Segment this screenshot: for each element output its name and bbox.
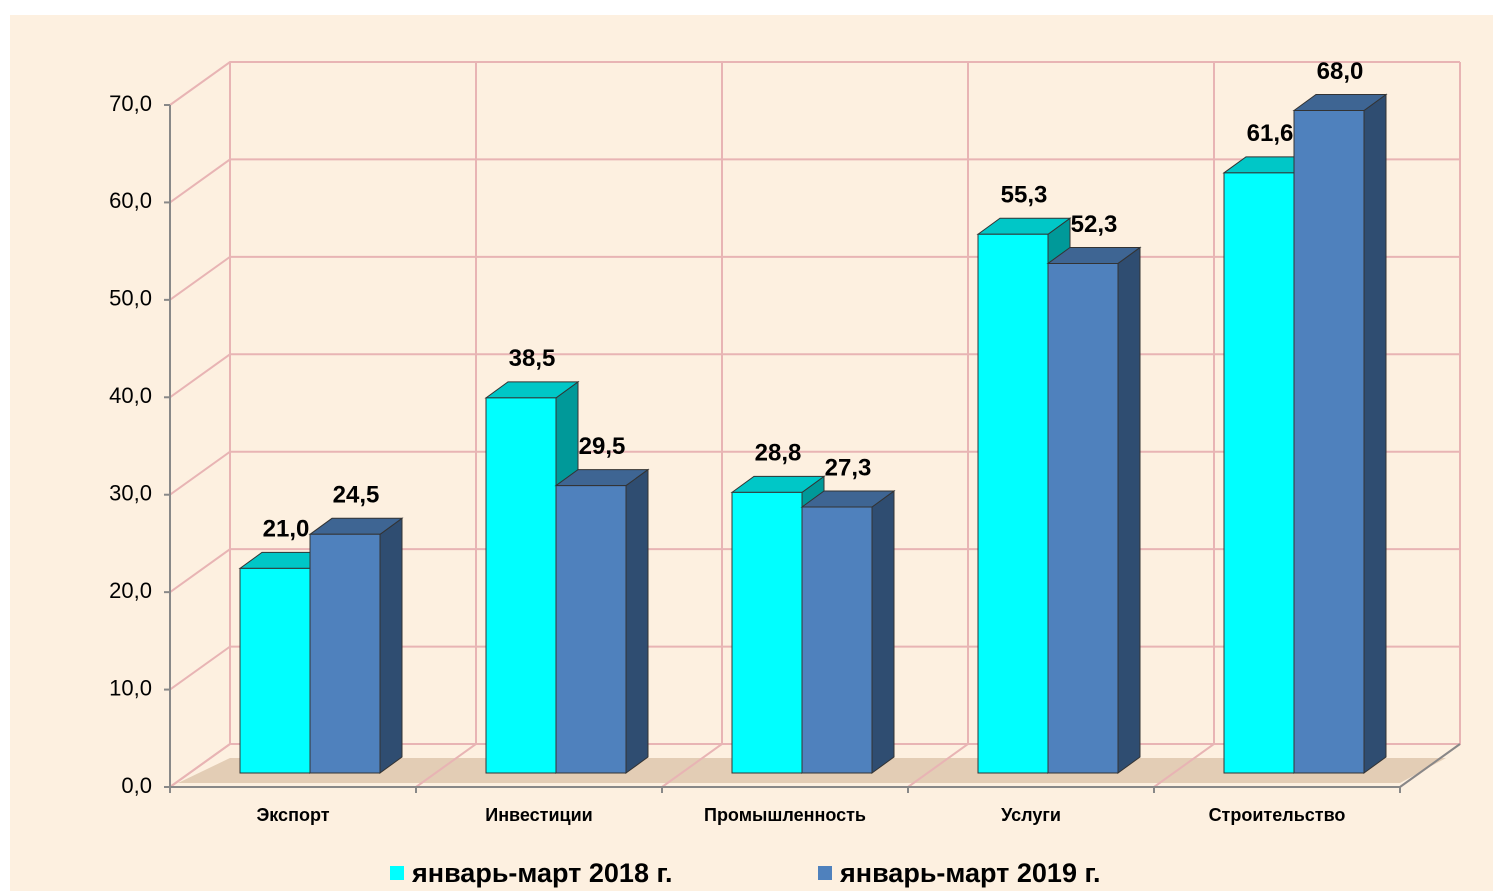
- bar: [308, 517, 404, 774]
- y-tick-label: 50,0: [109, 286, 152, 311]
- value-label: 29,5: [579, 433, 626, 460]
- bar-face: [977, 233, 1049, 774]
- value-label: 55,3: [1001, 182, 1048, 209]
- bar-face: [731, 491, 803, 774]
- bar-face: [555, 485, 627, 774]
- bar-face: [871, 490, 895, 774]
- y-tick-label: 40,0: [109, 383, 152, 408]
- y-tick-label: 30,0: [109, 481, 152, 506]
- bar-face: [485, 397, 557, 774]
- x-tick-label: Инвестиции: [485, 805, 593, 825]
- legend-label: январь-март 2018 г.: [411, 858, 673, 888]
- y-tick-label: 60,0: [109, 188, 152, 213]
- value-label: 52,3: [1071, 211, 1118, 238]
- bar: [800, 490, 896, 774]
- x-tick-label: Строительство: [1209, 805, 1346, 825]
- y-tick-label: 70,0: [109, 91, 152, 116]
- bar-face: [1223, 172, 1295, 774]
- y-tick-label: 20,0: [109, 578, 152, 603]
- y-tick-label: 0,0: [121, 773, 152, 798]
- grid-line-vertical: [661, 62, 723, 788]
- value-label: 61,6: [1247, 120, 1294, 147]
- x-tick-label: Услуги: [1001, 805, 1061, 825]
- bar-face: [801, 506, 873, 774]
- bar: [1046, 246, 1142, 774]
- bar-face: [1117, 246, 1141, 774]
- grid-line-vertical: [907, 62, 969, 788]
- value-label: 68,0: [1317, 58, 1364, 85]
- grid-line-vertical: [415, 62, 477, 788]
- bar: [554, 468, 650, 774]
- grid-line-vertical: [169, 62, 231, 788]
- value-label: 21,0: [263, 516, 310, 543]
- value-label: 27,3: [825, 454, 872, 481]
- x-tick-label: Промышленность: [704, 805, 866, 825]
- value-label: 38,5: [509, 345, 556, 372]
- bar-face: [379, 517, 403, 774]
- y-tick-label: 10,0: [109, 675, 152, 700]
- x-tick-label: Экспорт: [256, 805, 329, 825]
- bar: [1292, 93, 1388, 774]
- legend-label: январь-март 2019 г.: [839, 858, 1101, 888]
- bar-face: [1293, 109, 1365, 774]
- bar-face: [625, 468, 649, 774]
- value-label: 28,8: [755, 440, 802, 467]
- legend-swatch: [390, 866, 404, 880]
- grid-line-vertical: [1153, 62, 1215, 788]
- bar-face: [239, 567, 311, 774]
- value-label: 24,5: [333, 482, 380, 509]
- bar-face: [1047, 262, 1119, 774]
- legend-swatch: [818, 866, 832, 880]
- bar-face: [309, 533, 381, 774]
- bar-face: [1363, 93, 1387, 774]
